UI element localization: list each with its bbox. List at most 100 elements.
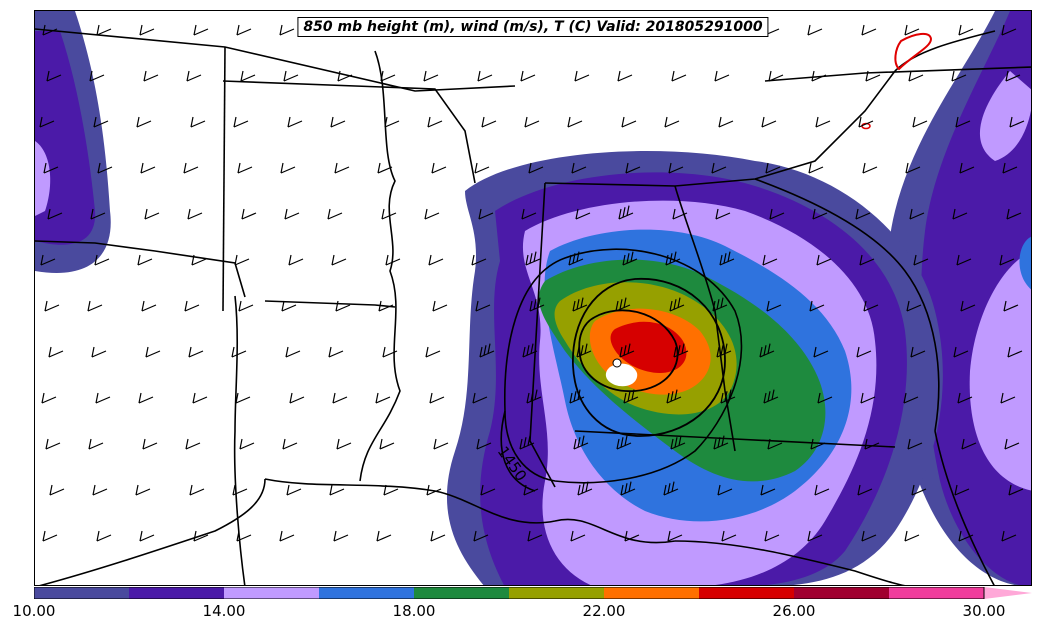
wind-barb [46,70,62,82]
wind-barb [430,530,446,542]
wind-barb [807,530,823,542]
wind-barb [720,389,736,404]
wind-barb [1001,24,1017,36]
wind-barb [337,70,353,82]
wind-barb [903,392,919,404]
wind-barb [807,24,823,36]
colorbar-bin [34,587,129,599]
wind-barb [433,438,449,450]
wind-barb [42,24,58,36]
wind-barb [904,24,920,36]
wind-barb [668,162,684,174]
wind-barb [817,392,833,404]
wind-barb [669,297,685,312]
wind-barb [48,346,64,358]
wind-barb [1000,392,1016,404]
state-border-line [574,430,896,448]
wind-barb [522,343,538,358]
fill-region [969,251,1031,491]
wind-barb [285,346,301,358]
wind-barb [577,481,593,496]
wind-barb [768,70,784,82]
wind-barb [568,251,584,266]
wind-barb [1008,484,1024,496]
wind-barb [426,484,442,496]
colorbar-tick-label: 18.00 [392,602,436,620]
wind-barb [240,70,256,82]
fill-region [610,321,687,373]
wind-barb [333,530,349,542]
wind-barb [379,438,395,450]
wind-barb [186,70,202,82]
wind-barb [192,392,208,404]
wind-barb [908,70,924,82]
wind-barb [139,24,155,36]
wind-barb [282,438,298,450]
wind-barb [767,438,783,450]
wind-barb [670,435,686,450]
wind-barb [957,392,973,404]
wind-barb [143,70,159,82]
wind-barb [623,389,639,404]
state-border-line [544,70,896,187]
wind-barb [567,116,583,128]
height-contour-line [503,248,743,484]
wind-barb [188,346,204,358]
wind-barb [527,530,543,542]
wind-barb [91,346,107,358]
state-border-line [359,50,401,482]
wind-barb [375,392,391,404]
wind-barb [234,254,250,266]
colorbar-bin [129,587,224,599]
wind-barb [137,254,153,266]
wind-barb [715,208,731,220]
wind-barb [999,254,1015,266]
wind-barb [671,70,687,82]
colorbar-overflow-arrow [984,587,1032,599]
wind-barb [385,254,401,266]
wind-barb [429,392,445,404]
wind-barb [863,300,879,312]
wind-barb [665,251,681,266]
wind-barb [859,254,875,266]
wind-barb [616,435,632,450]
wind-barb [574,70,590,82]
wind-barb [960,300,976,312]
colorbar [34,587,1032,599]
colorbar-tick-label: 22.00 [582,602,626,620]
wind-barb [952,208,968,220]
wind-barb [865,70,881,82]
wind-barb [473,530,489,542]
wind-barb [713,435,729,450]
wind-barb [236,530,252,542]
wind-barb [524,116,540,128]
wind-barb [762,254,778,266]
wind-barb [425,346,441,358]
fill-region [1019,237,1031,290]
wind-barb [88,438,104,450]
wind-barb [241,208,257,220]
wind-barb [284,208,300,220]
wind-barb [47,208,63,220]
wind-barb [816,254,832,266]
wind-barb [570,530,586,542]
colorbar-tick-label: 30.00 [962,602,1006,620]
wind-barb [904,530,920,542]
wind-barb [520,70,536,82]
state-border-line [222,80,476,184]
wind-barb [956,254,972,266]
wind-barb [954,484,970,496]
map-canvas: 1450 [35,11,1031,585]
wind-barb [280,162,296,174]
wind-barb [857,484,873,496]
wind-barb [714,70,730,82]
colorbar-bin [319,587,414,599]
wind-barb [431,162,447,174]
height-contour-line [572,278,726,437]
wind-barb [140,162,156,174]
wind-barb [95,392,111,404]
colorbar-tick-labels: 10.00 14.00 18.00 22.00 26.00 30.00 [0,602,1041,626]
wind-barb [378,300,394,312]
wind-barb [328,346,344,358]
map-title: 850 mb height (m), wind (m/s), T (C) Val… [297,17,769,37]
